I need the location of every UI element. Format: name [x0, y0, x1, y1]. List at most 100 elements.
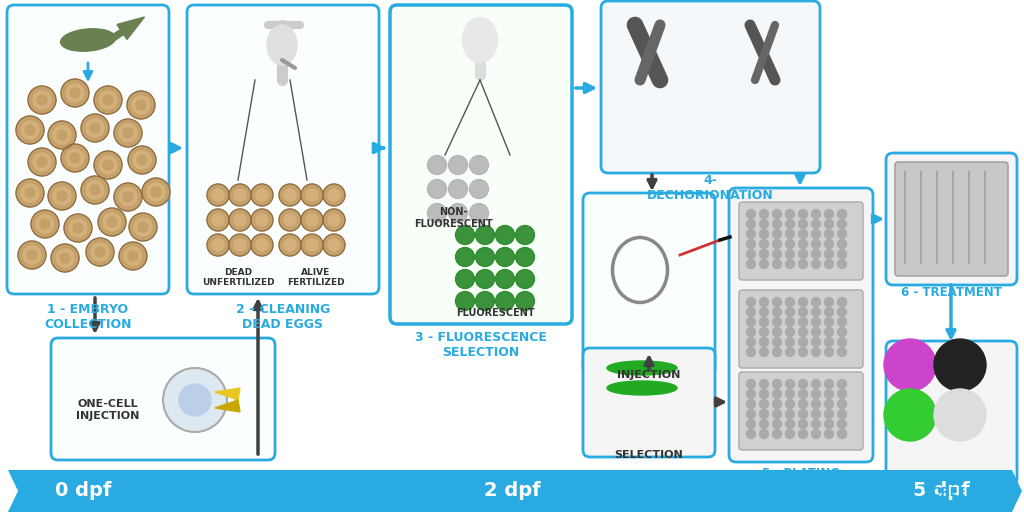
Circle shape	[884, 389, 936, 441]
Circle shape	[33, 153, 51, 171]
Circle shape	[123, 192, 133, 202]
Circle shape	[824, 348, 834, 357]
Circle shape	[760, 338, 768, 347]
Circle shape	[838, 307, 847, 316]
Text: 1 - EMBRYO
COLLECTION: 1 - EMBRYO COLLECTION	[44, 303, 132, 331]
Circle shape	[70, 88, 80, 98]
Text: 4-
DECHORIONATION: 4- DECHORIONATION	[646, 174, 773, 202]
Circle shape	[16, 116, 44, 144]
Circle shape	[772, 317, 781, 326]
Circle shape	[824, 420, 834, 428]
Circle shape	[212, 239, 224, 251]
Circle shape	[799, 240, 808, 249]
Circle shape	[69, 219, 87, 237]
Text: 6 - TREATMENT: 6 - TREATMENT	[900, 286, 1001, 299]
Circle shape	[57, 191, 67, 201]
Circle shape	[838, 229, 847, 239]
Circle shape	[746, 307, 756, 316]
Circle shape	[838, 379, 847, 388]
Circle shape	[427, 180, 446, 199]
Circle shape	[811, 307, 820, 316]
FancyBboxPatch shape	[187, 5, 379, 294]
Circle shape	[147, 183, 165, 201]
Circle shape	[772, 297, 781, 306]
Circle shape	[456, 269, 474, 288]
Circle shape	[746, 209, 756, 218]
Circle shape	[811, 410, 820, 419]
Circle shape	[760, 260, 768, 269]
Circle shape	[811, 260, 820, 269]
FancyBboxPatch shape	[390, 5, 572, 324]
Circle shape	[838, 338, 847, 347]
Circle shape	[746, 219, 756, 228]
Circle shape	[53, 126, 71, 144]
FancyBboxPatch shape	[583, 348, 715, 457]
Circle shape	[760, 250, 768, 259]
Circle shape	[127, 91, 155, 119]
Circle shape	[760, 410, 768, 419]
Circle shape	[306, 189, 318, 201]
Circle shape	[31, 210, 59, 238]
Circle shape	[785, 260, 795, 269]
Circle shape	[256, 239, 268, 251]
Circle shape	[934, 339, 986, 391]
Ellipse shape	[607, 381, 677, 395]
Circle shape	[799, 410, 808, 419]
Circle shape	[811, 229, 820, 239]
Circle shape	[811, 328, 820, 337]
Text: 7 - SCREENING: 7 - SCREENING	[902, 486, 999, 499]
Circle shape	[772, 260, 781, 269]
Circle shape	[56, 249, 74, 267]
Circle shape	[234, 189, 246, 201]
Circle shape	[57, 130, 67, 140]
Circle shape	[81, 176, 109, 204]
Circle shape	[106, 217, 117, 227]
Circle shape	[760, 379, 768, 388]
Circle shape	[934, 389, 986, 441]
Circle shape	[22, 184, 39, 202]
Circle shape	[60, 253, 70, 263]
Circle shape	[469, 180, 488, 199]
Circle shape	[838, 317, 847, 326]
Text: 2 dpf: 2 dpf	[483, 481, 541, 500]
Circle shape	[103, 95, 113, 105]
Circle shape	[838, 219, 847, 228]
Circle shape	[114, 119, 142, 147]
Circle shape	[746, 338, 756, 347]
Circle shape	[760, 297, 768, 306]
Circle shape	[279, 234, 301, 256]
Circle shape	[496, 269, 514, 288]
Circle shape	[119, 124, 137, 142]
Circle shape	[785, 307, 795, 316]
Circle shape	[163, 368, 227, 432]
Circle shape	[746, 229, 756, 239]
Circle shape	[838, 260, 847, 269]
Circle shape	[838, 250, 847, 259]
Circle shape	[279, 184, 301, 206]
Circle shape	[323, 209, 345, 231]
Circle shape	[760, 400, 768, 409]
Circle shape	[301, 234, 323, 256]
Circle shape	[746, 400, 756, 409]
Text: ALIVE
FERTILIZED: ALIVE FERTILIZED	[287, 268, 345, 287]
Circle shape	[772, 390, 781, 399]
Text: DEAD
UNFERTILIZED: DEAD UNFERTILIZED	[202, 268, 274, 287]
Circle shape	[799, 317, 808, 326]
Circle shape	[284, 189, 296, 201]
Circle shape	[760, 317, 768, 326]
Circle shape	[760, 219, 768, 228]
Circle shape	[785, 317, 795, 326]
Circle shape	[40, 219, 50, 229]
Circle shape	[132, 96, 150, 114]
Circle shape	[811, 379, 820, 388]
Circle shape	[212, 189, 224, 201]
Circle shape	[475, 269, 495, 288]
FancyBboxPatch shape	[601, 1, 820, 173]
Circle shape	[838, 429, 847, 438]
Circle shape	[98, 208, 126, 236]
Circle shape	[811, 317, 820, 326]
Circle shape	[884, 339, 936, 391]
Circle shape	[86, 181, 104, 199]
Circle shape	[811, 390, 820, 399]
Circle shape	[134, 218, 152, 236]
